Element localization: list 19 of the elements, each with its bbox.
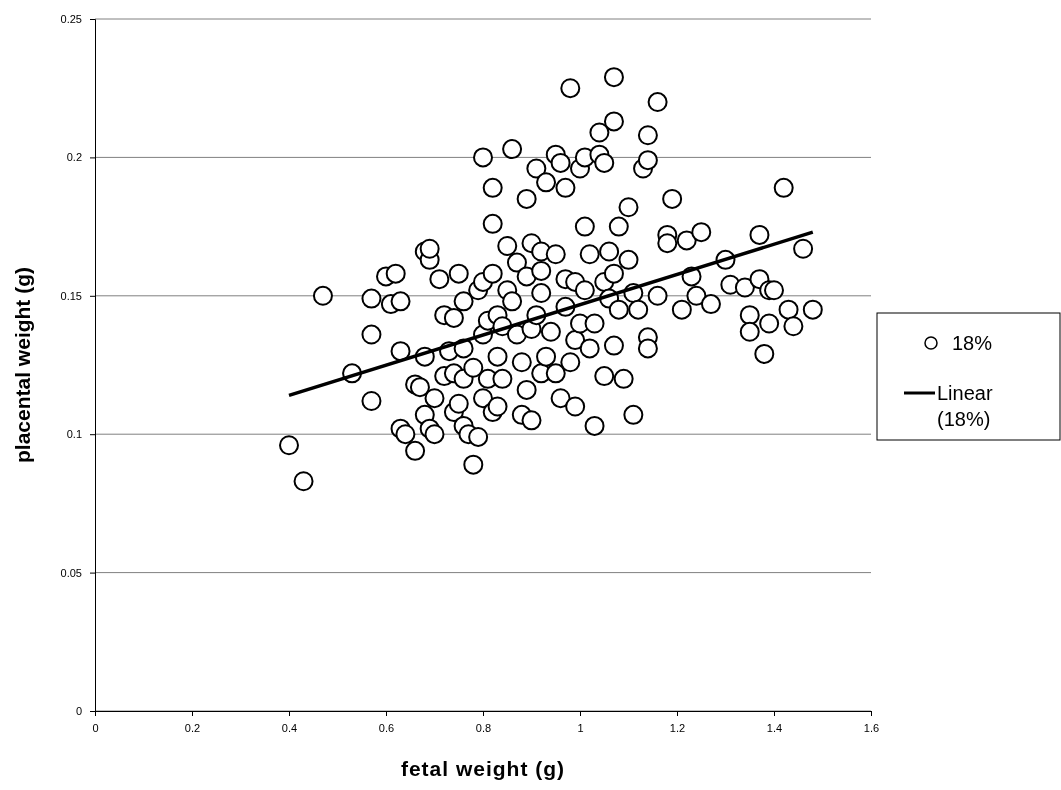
x-tick-label: 1.2 [669,721,686,734]
y-tick-label: 0 [75,705,82,718]
y-tick-label: 0.15 [60,289,82,302]
x-tick-label: 1.4 [766,721,783,734]
x-tick-label: 1 [577,721,584,734]
x-tick-label: 0.2 [184,721,201,734]
x-tick-label: 1.6 [863,721,880,734]
legend-label: 18% [952,332,993,354]
legend-label: Linear (18%) [937,382,993,430]
x-tick-label: 0 [92,721,99,734]
y-tick-label: 0.25 [60,13,82,26]
x-axis-title: fetal weight (g) [400,757,566,780]
y-tick-label: 0.05 [60,566,82,579]
y-axis-title: placental weight (g) [11,266,34,464]
y-tick-label: 0.2 [66,151,82,164]
x-tick-label: 0.8 [475,721,492,734]
x-tick-label: 0.4 [281,721,298,734]
y-tick-label: 0.1 [66,428,82,441]
x-tick-label: 0.6 [378,721,395,734]
